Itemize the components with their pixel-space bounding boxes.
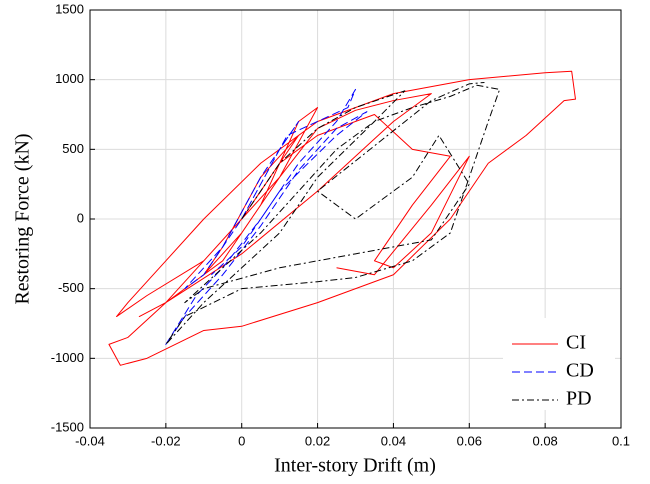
y-tick-label: 0 (77, 210, 84, 225)
series-line (165, 81, 501, 345)
y-tick-label: 1000 (55, 71, 84, 86)
legend-box (503, 318, 615, 410)
x-axis-label: Inter-story Drift (m) (274, 455, 436, 477)
legend-label: CD (566, 360, 594, 382)
y-tick-label: 500 (62, 141, 84, 156)
series-line (165, 88, 368, 345)
y-tick-label: -1500 (51, 419, 84, 434)
y-tick-label: -500 (58, 280, 84, 295)
y-tick-label: -1000 (51, 350, 84, 365)
x-tick-label: 0.02 (305, 433, 330, 448)
x-tick-label: 0 (238, 433, 245, 448)
x-tick-label: -0.04 (75, 433, 105, 448)
x-tick-label: -0.02 (151, 433, 181, 448)
y-tick-label: 1500 (55, 1, 84, 16)
x-tick-label: 0.08 (532, 433, 557, 448)
legend-label: CI (566, 332, 586, 354)
y-axis-label: Restoring Force (kN) (12, 133, 34, 304)
x-tick-label: 0.06 (457, 433, 482, 448)
x-tick-label: 0.1 (612, 433, 630, 448)
x-tick-label: 0.04 (381, 433, 406, 448)
legend-label: PD (566, 388, 592, 410)
